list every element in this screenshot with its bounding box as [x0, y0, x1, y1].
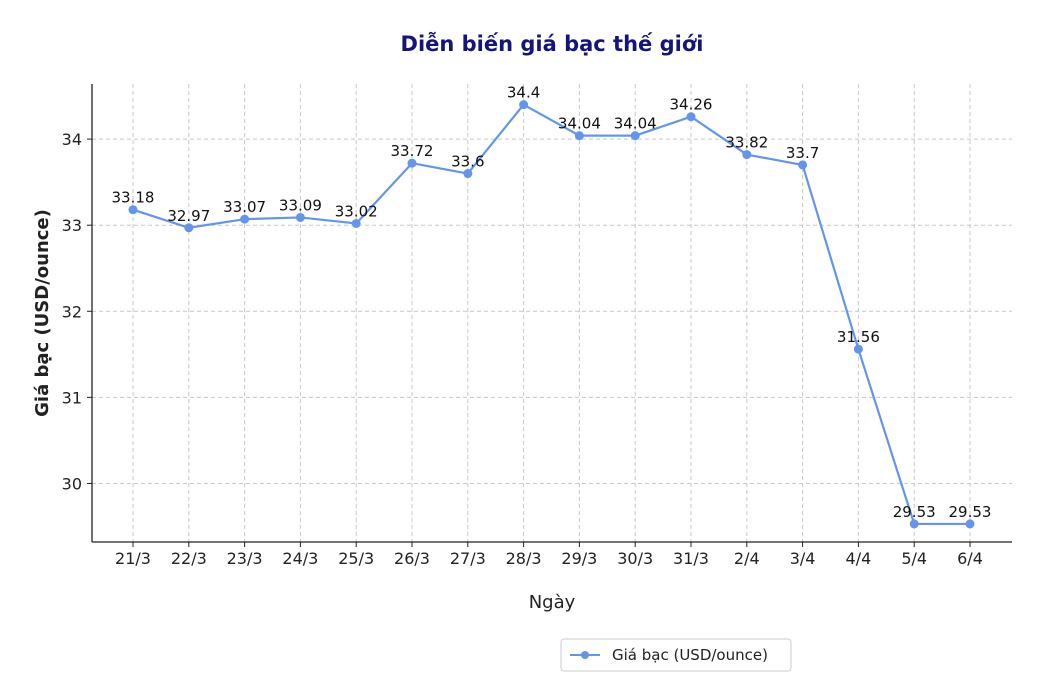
- x-tick-label: 23/3: [227, 549, 263, 568]
- legend-label: Giá bạc (USD/ounce): [612, 646, 768, 664]
- data-point: [128, 205, 138, 215]
- x-tick-label: 24/3: [282, 549, 318, 568]
- x-tick-label: 26/3: [394, 549, 430, 568]
- x-tick-label: 29/3: [561, 549, 597, 568]
- data-point: [295, 212, 305, 222]
- data-point: [909, 519, 919, 529]
- y-tick-label: 34: [62, 130, 82, 149]
- x-tick-label: 28/3: [506, 549, 542, 568]
- y-tick-label: 33: [62, 216, 82, 235]
- data-label: 33.6: [451, 153, 484, 171]
- data-label: 32.97: [167, 207, 210, 225]
- series-line: [132, 103, 970, 526]
- y-tick-label: 32: [62, 302, 82, 321]
- data-point: [630, 131, 640, 141]
- x-tick-label: 5/4: [901, 549, 927, 568]
- data-label: 33.7: [786, 144, 819, 162]
- data-point: [742, 150, 752, 160]
- x-tick-label: 30/3: [617, 549, 653, 568]
- y-axis-label: Giá bạc (USD/ounce): [32, 209, 53, 417]
- legend: Giá bạc (USD/ounce): [560, 638, 792, 672]
- data-label: 33.02: [335, 202, 378, 220]
- legend-marker-icon: [581, 651, 589, 659]
- data-point: [240, 214, 250, 224]
- data-label: 34.04: [558, 115, 601, 133]
- data-label: 33.07: [223, 198, 266, 216]
- data-labels: 33.18 32.97 33.07 33.09 33.02 33.72 33.6 34.4 34…: [112, 84, 992, 521]
- x-tick-label: 6/4: [957, 549, 983, 568]
- data-label: 33.72: [391, 142, 434, 160]
- x-tick-label: 25/3: [338, 549, 374, 568]
- data-label: 29.53: [893, 503, 936, 521]
- data-label: 33.18: [112, 189, 155, 207]
- data-point: [686, 112, 696, 122]
- data-label: 31.56: [837, 328, 880, 346]
- data-label: 29.53: [949, 503, 992, 521]
- data-point: [519, 100, 529, 110]
- x-axis-label: Ngày: [529, 592, 576, 613]
- data-label: 34.04: [614, 115, 657, 133]
- data-point: [184, 223, 194, 233]
- data-point: [351, 218, 361, 228]
- data-label: 34.4: [507, 84, 540, 102]
- data-point: [407, 158, 417, 168]
- data-point: [853, 344, 863, 354]
- y-tick-label: 30: [62, 474, 82, 493]
- chart-title: Diễn biến giá bạc thế giới: [401, 32, 704, 56]
- x-tick-label: 22/3: [171, 549, 207, 568]
- series-layer: [128, 100, 975, 529]
- x-tick-label: 21/3: [115, 549, 151, 568]
- x-tick-label: 2/4: [734, 549, 760, 568]
- x-tick-label: 31/3: [673, 549, 709, 568]
- data-label: 33.82: [725, 134, 768, 152]
- data-label: 34.26: [670, 96, 713, 114]
- x-tick-label: 27/3: [450, 549, 486, 568]
- y-ticks: 30 31 32 33 34: [62, 130, 92, 493]
- grid: [92, 84, 1012, 542]
- data-point: [965, 519, 975, 529]
- data-point: [463, 169, 473, 179]
- data-point: [574, 131, 584, 141]
- data-point: [798, 160, 808, 170]
- legend-box: [560, 638, 792, 672]
- x-tick-label: 3/4: [790, 549, 816, 568]
- y-tick-label: 31: [62, 388, 82, 407]
- data-label: 33.09: [279, 196, 322, 214]
- x-ticks: 21/3 22/3 23/3 24/3 25/3 26/3 27/3 28/3 29/3 30/3…: [115, 542, 983, 568]
- x-tick-label: 4/4: [846, 549, 872, 568]
